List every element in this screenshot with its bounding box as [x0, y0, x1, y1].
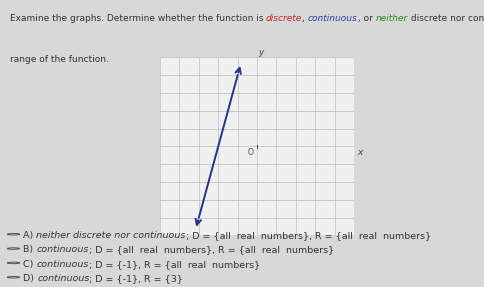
Text: Examine the graphs. Determine whether the function is: Examine the graphs. Determine whether th… — [10, 14, 266, 23]
Text: ; D = {-1}, R = {all  real  numbers}: ; D = {-1}, R = {all real numbers} — [89, 260, 259, 269]
Text: y: y — [257, 48, 263, 57]
Text: range of the function.: range of the function. — [10, 55, 108, 63]
Text: neither: neither — [375, 14, 407, 23]
Text: discrete nor continuous. Then state the domain and: discrete nor continuous. Then state the … — [407, 14, 484, 23]
Text: D): D) — [23, 274, 37, 283]
Text: ; D = {all  real  numbers}, R = {all  real  numbers}: ; D = {all real numbers}, R = {all real … — [89, 245, 333, 254]
Text: O: O — [247, 148, 253, 157]
Text: x: x — [356, 148, 362, 157]
Text: A): A) — [23, 231, 36, 240]
Text: neither discrete nor continuous: neither discrete nor continuous — [36, 231, 185, 240]
Text: B): B) — [23, 245, 36, 254]
Text: discrete: discrete — [266, 14, 302, 23]
Text: ,: , — [302, 14, 307, 23]
Text: ; D = {all  real  numbers}, R = {all  real  numbers}: ; D = {all real numbers}, R = {all real … — [185, 231, 430, 240]
Text: continuous: continuous — [37, 274, 89, 283]
Text: ; D = {-1}, R = {3}: ; D = {-1}, R = {3} — [89, 274, 183, 283]
Text: C): C) — [23, 260, 36, 269]
Text: continuous: continuous — [307, 14, 357, 23]
Text: , or: , or — [357, 14, 375, 23]
Text: continuous: continuous — [36, 245, 89, 254]
Text: continuous: continuous — [36, 260, 89, 269]
